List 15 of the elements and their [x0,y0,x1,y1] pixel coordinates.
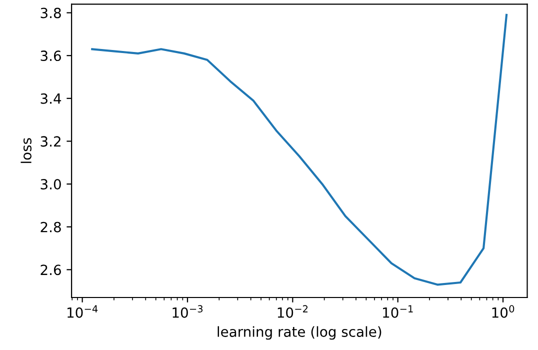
x-axis-title: learning rate (log scale) [218,326,382,340]
line-series [91,14,508,286]
y-tick-label: 2.6 [40,264,61,276]
y-tick-label: 3.8 [40,8,61,18]
x-tick-label: 10$^{0}$ [492,305,514,318]
x-tick-label: 10$^{−4}$ [68,305,98,318]
y-tick-label: 3.6 [40,50,61,62]
y-axis-title: loss [20,138,32,163]
x-tick-label: 10$^{−2}$ [278,305,308,318]
x-tick-label: 10$^{−1}$ [383,305,413,318]
x-tick-label: 10$^{−3}$ [172,305,203,318]
y-tick-label: 2.8 [40,222,61,232]
y-tick-label: 3.2 [40,136,60,147]
y-tick-label: 3.4 [40,93,62,104]
y-tick-label: 3.0 [40,179,61,190]
